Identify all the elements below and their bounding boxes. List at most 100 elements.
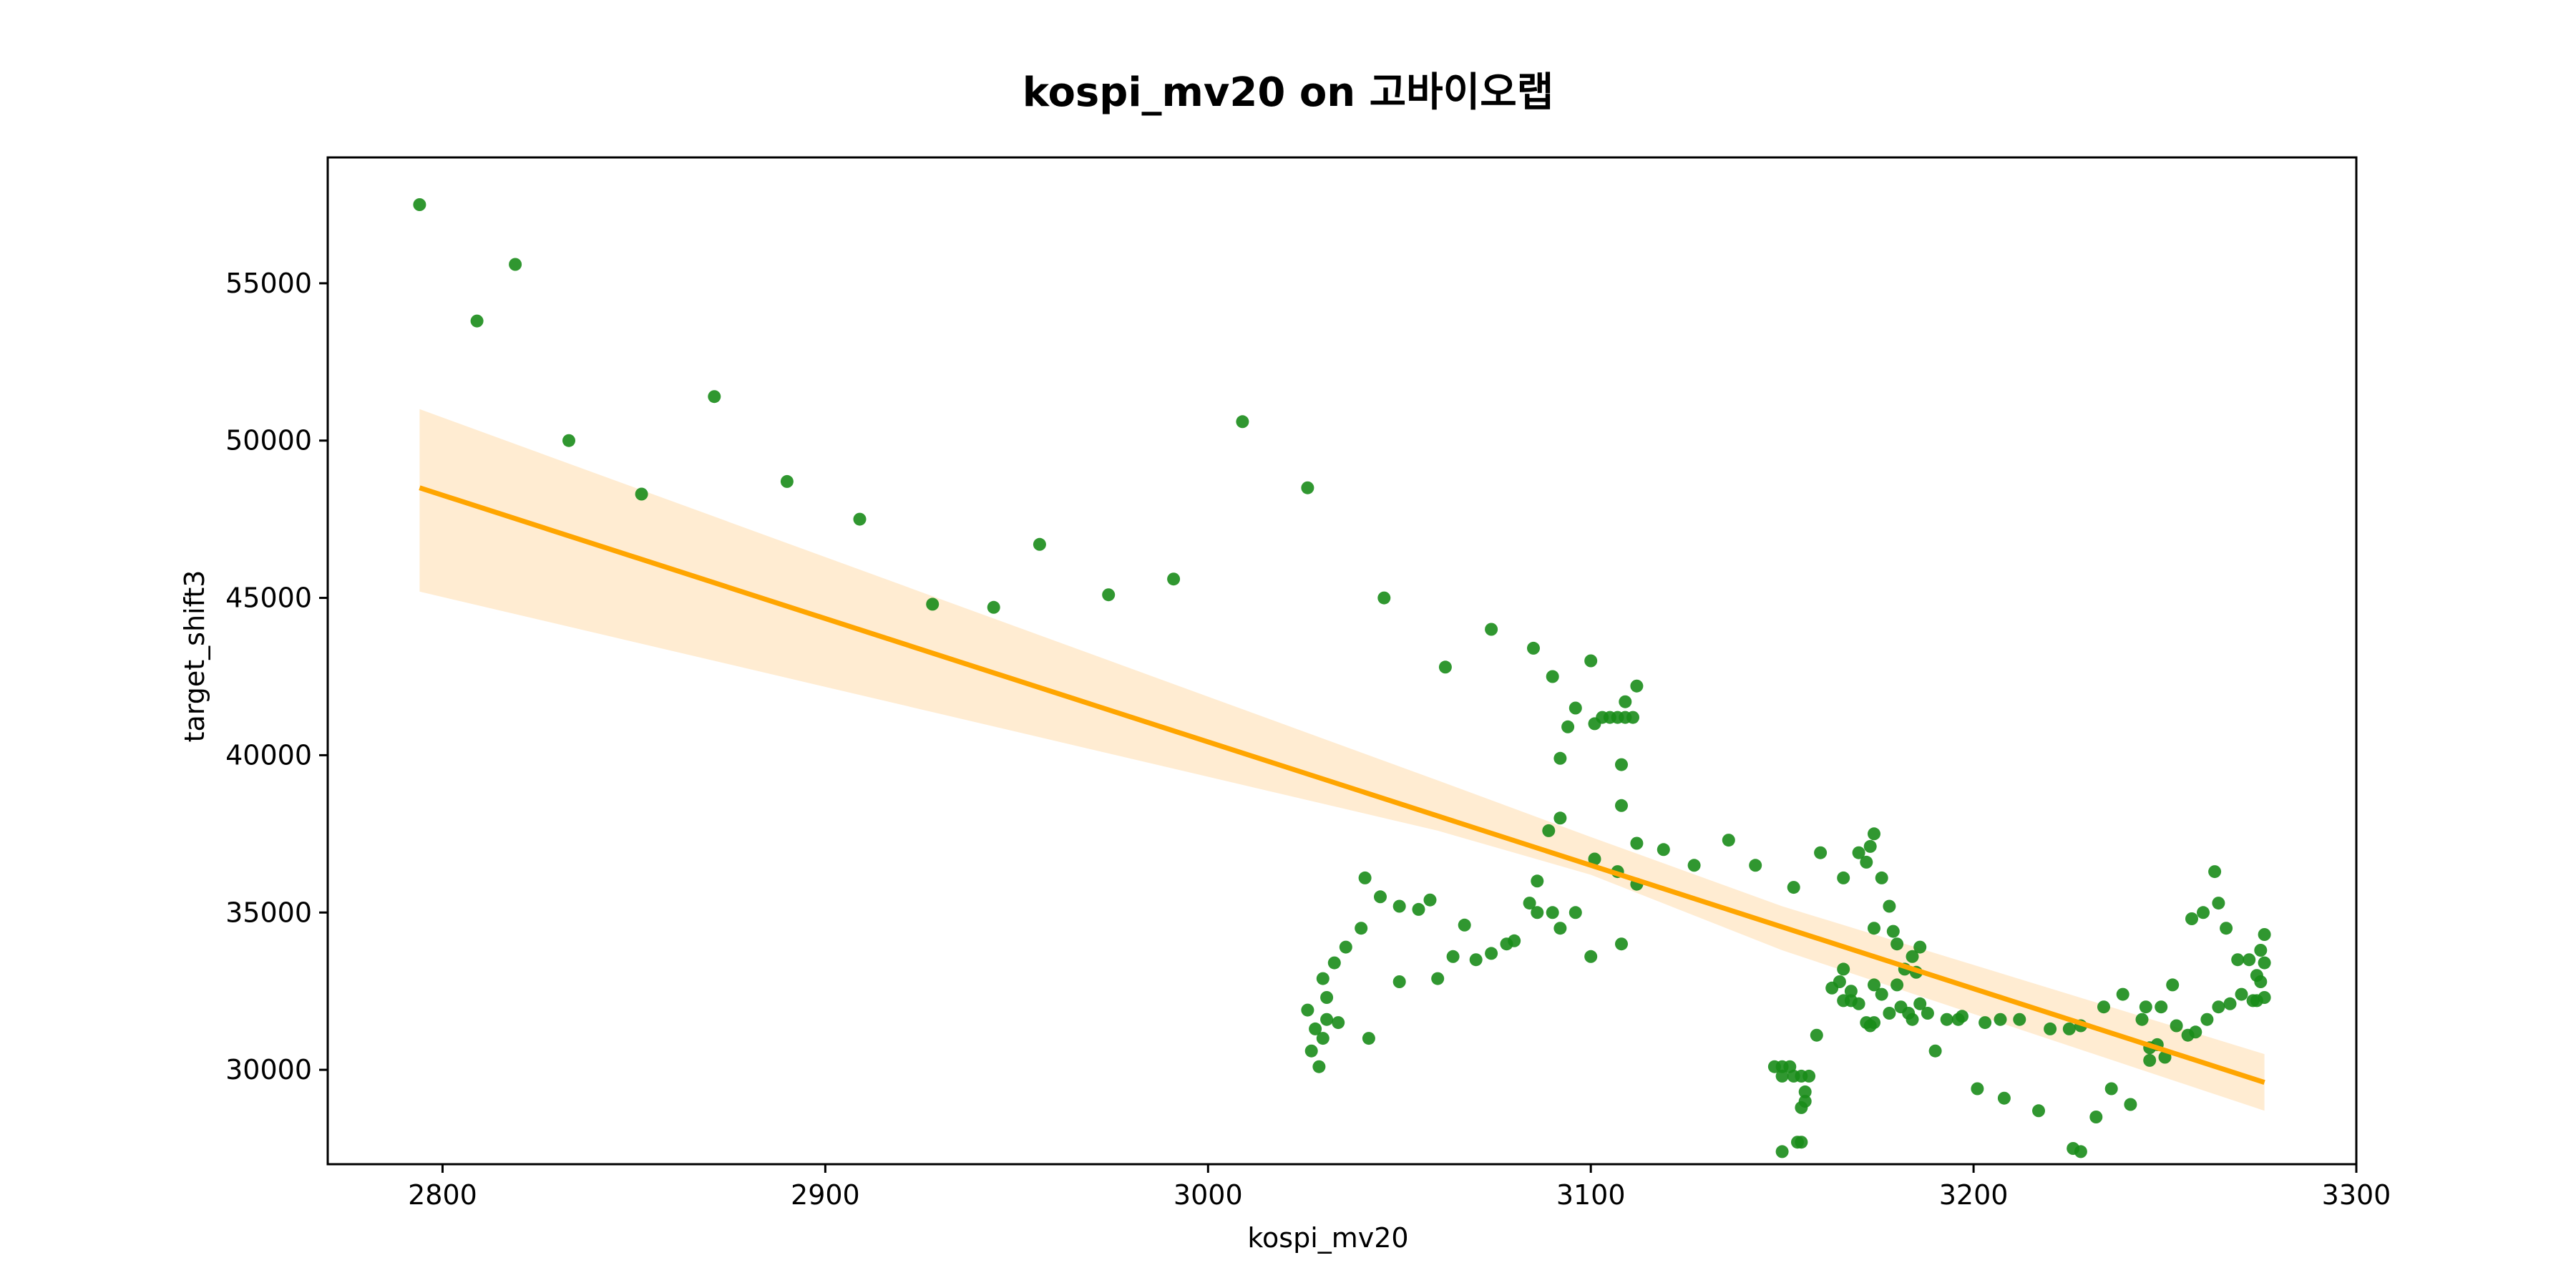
data-point xyxy=(1423,893,1437,907)
data-point xyxy=(1485,623,1498,636)
data-point xyxy=(1374,890,1387,904)
data-point xyxy=(1833,975,1846,988)
data-point xyxy=(1722,834,1735,847)
data-point xyxy=(1921,1007,1934,1020)
data-point xyxy=(2089,1111,2103,1123)
data-point xyxy=(2062,1022,2076,1035)
data-point xyxy=(1458,918,1471,932)
data-point xyxy=(1875,871,1888,884)
data-point xyxy=(2166,978,2180,992)
data-point xyxy=(2044,1022,2057,1035)
data-point xyxy=(1657,843,1670,857)
data-point xyxy=(413,198,426,211)
data-point xyxy=(1860,855,1873,869)
data-point xyxy=(2158,1050,2172,1064)
data-point xyxy=(2212,1000,2225,1014)
data-point xyxy=(1561,720,1575,733)
data-point xyxy=(470,314,484,328)
plot-frame xyxy=(326,156,2358,1166)
data-point xyxy=(1588,852,1601,866)
y-axis-label: target_shift3 xyxy=(179,570,210,743)
data-point xyxy=(1392,899,1406,913)
y-axis-ticks: 30000 35000 40000 45000 50000 55000 xyxy=(225,268,328,1085)
y-tick-label: 40000 xyxy=(225,739,312,771)
data-point xyxy=(1546,670,1559,683)
data-point xyxy=(1883,1007,1896,1020)
data-point xyxy=(1309,1022,1322,1035)
data-point xyxy=(1033,537,1046,551)
data-point xyxy=(1316,1032,1330,1045)
data-point xyxy=(1956,1010,1968,1023)
data-point xyxy=(1392,975,1406,988)
data-point xyxy=(1837,962,1850,976)
data-point xyxy=(1312,1060,1326,1073)
confidence-band-layer xyxy=(419,409,2265,1111)
data-point xyxy=(1358,871,1372,884)
x-tick-label: 3200 xyxy=(1939,1179,2009,1211)
data-point xyxy=(1339,940,1352,954)
data-point xyxy=(1630,679,1644,693)
data-point xyxy=(1906,1013,1919,1026)
data-point xyxy=(509,258,522,271)
data-point xyxy=(1868,922,1880,935)
data-point xyxy=(1568,906,1582,919)
y-tick-label: 55000 xyxy=(225,268,312,299)
data-point xyxy=(1837,871,1850,884)
data-point xyxy=(1940,1013,1953,1026)
data-point xyxy=(1327,956,1341,970)
data-point xyxy=(1236,415,1249,429)
data-point xyxy=(1868,827,1880,841)
data-point xyxy=(1810,1028,1823,1042)
data-point xyxy=(987,600,1000,614)
data-point xyxy=(1546,906,1559,919)
data-point xyxy=(1844,985,1858,998)
data-point xyxy=(2139,1000,2152,1014)
data-point xyxy=(1687,859,1701,872)
x-tick-label: 3000 xyxy=(1174,1179,1243,1211)
data-point xyxy=(2243,953,2256,967)
data-point xyxy=(1997,1091,2011,1105)
data-point xyxy=(1615,799,1628,812)
data-point xyxy=(1852,846,1865,859)
data-point xyxy=(1568,701,1582,715)
data-point xyxy=(1875,987,1888,1001)
data-point xyxy=(635,487,648,501)
data-point xyxy=(2254,944,2268,957)
data-point xyxy=(2155,1000,2168,1014)
data-point xyxy=(1469,953,1483,967)
x-tick-label: 2800 xyxy=(408,1179,477,1211)
data-point xyxy=(1438,660,1452,674)
data-point xyxy=(1531,874,1544,888)
x-axis-label: kospi_mv20 xyxy=(1247,1222,1408,1254)
data-point xyxy=(853,512,867,526)
data-point xyxy=(1868,1016,1880,1030)
data-point xyxy=(2258,928,2271,941)
data-point xyxy=(1890,937,1904,951)
data-point xyxy=(926,597,940,611)
data-point xyxy=(2185,912,2198,925)
data-point xyxy=(2074,1145,2087,1158)
chart-title: kospi_mv20 on 고바이오랩 xyxy=(1023,69,1554,116)
data-point xyxy=(2013,1013,2026,1026)
data-point xyxy=(2258,991,2271,1004)
data-point xyxy=(708,390,721,404)
data-point xyxy=(1584,950,1598,963)
data-point xyxy=(1615,937,1628,951)
data-point xyxy=(1553,811,1567,825)
data-point xyxy=(1906,950,1919,963)
data-point xyxy=(2212,897,2225,910)
data-point xyxy=(2124,1098,2137,1111)
data-point xyxy=(1886,924,1900,938)
data-point xyxy=(1332,1016,1345,1030)
data-point xyxy=(1542,824,1556,837)
data-point xyxy=(2235,987,2248,1001)
data-point xyxy=(1301,481,1314,494)
data-point xyxy=(1994,1013,2007,1026)
data-point xyxy=(1527,641,1540,655)
data-point xyxy=(1775,1069,1789,1083)
data-point xyxy=(2143,1053,2157,1067)
data-point xyxy=(2220,922,2233,935)
data-point xyxy=(1304,1044,1318,1058)
x-axis-ticks: 2800 2900 3000 3100 3200 3300 xyxy=(408,1164,2391,1211)
